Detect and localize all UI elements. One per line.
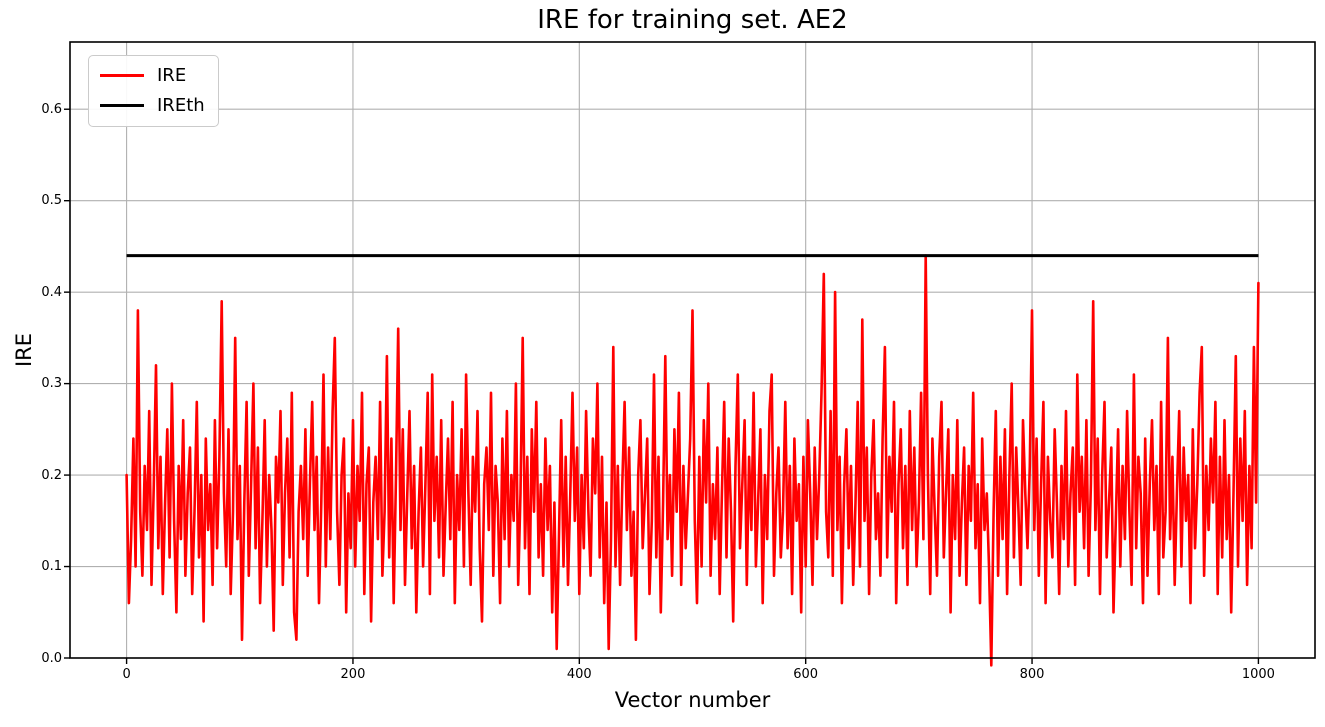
y-tick-label: 0.2 [41,467,62,483]
legend-label-ireth: IREth [157,94,205,116]
chart-title: IRE for training set. AE2 [537,5,848,35]
x-tick-label: 0 [122,667,131,682]
legend-entry-ireth: IREth [100,94,205,116]
y-tick-label: 0.5 [41,193,62,209]
y-tick-label: 0.0 [41,650,62,666]
y-tick-label: 0.4 [41,284,62,300]
y-tick-label: 0.6 [41,101,62,117]
axes-spines [69,41,1316,659]
x-axis-label: Vector number [614,688,771,712]
x-tick-label: 200 [340,667,366,682]
legend-line-sample-ire [100,74,144,78]
y-tick-label: 0.1 [41,559,62,575]
x-tick-label: 1000 [1241,667,1275,682]
x-tick-label: 400 [566,667,592,682]
legend: IRE IREth [88,55,219,127]
x-tick-label: 800 [1019,667,1045,682]
ire-series-line [125,254,1260,667]
y-tick-label: 0.3 [41,376,62,392]
legend-entry-ire: IRE [100,66,205,86]
legend-line-sample-ireth [100,104,144,108]
legend-label-ire: IRE [157,65,187,86]
x-tick-label: 600 [793,667,819,682]
